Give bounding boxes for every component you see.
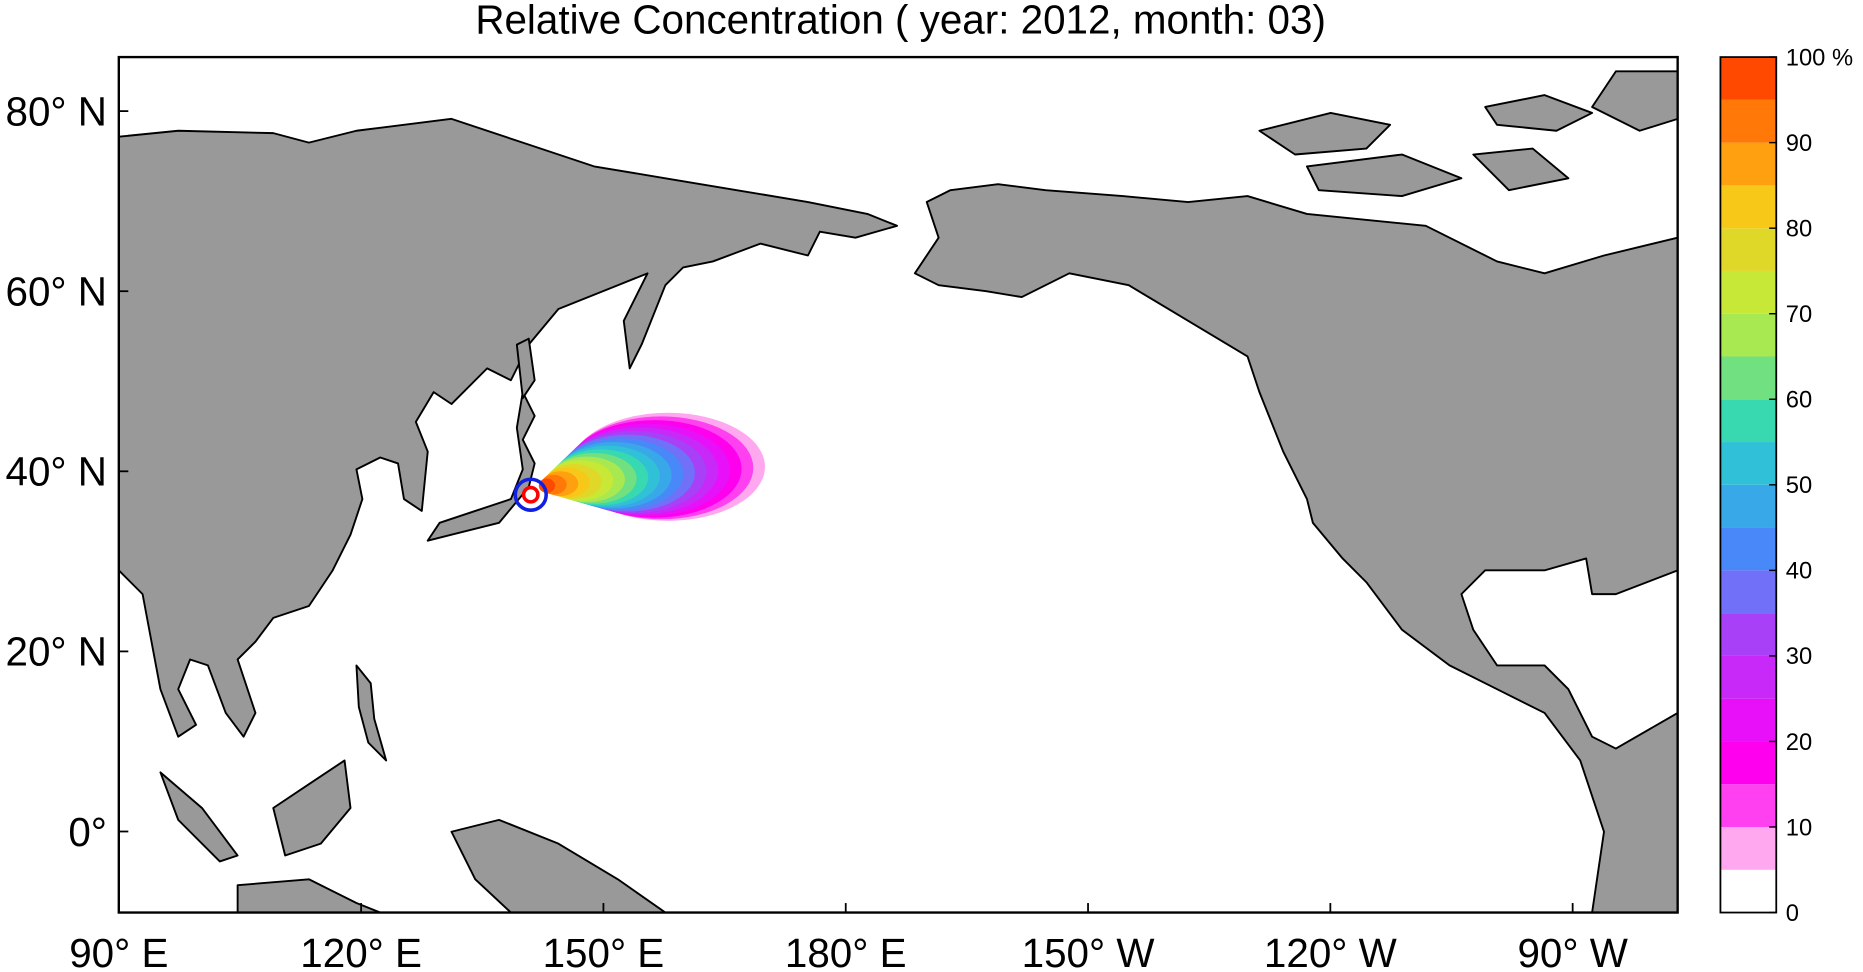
- colorbar-tick-label: 80: [1786, 215, 1812, 242]
- japan: [426, 391, 536, 542]
- x-tick-label: 120° E: [300, 930, 422, 972]
- x-tick-label: 90° E: [69, 930, 168, 972]
- colorbar-band: [1720, 655, 1777, 699]
- colorbar-band: [1720, 99, 1777, 143]
- greenland: [1591, 70, 1678, 132]
- plume-contour: [538, 478, 555, 493]
- colorbar-tick-label: 10: [1786, 814, 1812, 841]
- x-tick-label: 90° W: [1517, 930, 1627, 972]
- colorbar-tick-label: 100 %: [1786, 44, 1853, 71]
- colorbar-band: [1720, 484, 1777, 528]
- sakhalin: [515, 337, 536, 400]
- y-tick-label: 60° N: [5, 268, 106, 314]
- x-tick-label: 150° E: [543, 930, 665, 972]
- colorbar-tick-label: 0: [1786, 900, 1799, 927]
- colorbar-tick-label: 60: [1786, 387, 1812, 414]
- source-outer: [513, 477, 548, 512]
- plume: [538, 412, 765, 521]
- colorbar-band: [1720, 356, 1777, 400]
- colorbar-band: [1720, 270, 1777, 314]
- x-tick-label: 150° W: [1022, 930, 1155, 972]
- colorbar-tick-label: 90: [1786, 130, 1812, 157]
- colorbar-band: [1720, 613, 1777, 656]
- colorbar-tick-label: 70: [1786, 301, 1812, 328]
- colorbar-tick-label: 40: [1786, 558, 1812, 585]
- colorbar-band: [1720, 57, 1777, 100]
- colorbar-band: [1720, 185, 1777, 229]
- y-tick-label: 40° N: [5, 449, 106, 495]
- colorbar-band: [1720, 399, 1777, 443]
- colorbar-band: [1720, 869, 1777, 913]
- colorbar-band: [1720, 698, 1777, 742]
- asia: [118, 117, 898, 738]
- colorbar-band: [1720, 313, 1777, 357]
- colorbar-band: [1720, 826, 1777, 870]
- x-tick-label: 120° W: [1264, 930, 1397, 972]
- chart-title: Relative Concentration ( year: 2012, mon…: [475, 0, 1326, 42]
- north-america: [913, 183, 1678, 913]
- land: [118, 70, 1678, 913]
- colorbar-tick-label: 20: [1786, 729, 1812, 756]
- borneo: [272, 759, 352, 857]
- philippines: [355, 664, 388, 762]
- source-inner: [521, 485, 540, 504]
- colorbar-band: [1720, 570, 1777, 614]
- australia: [236, 878, 382, 913]
- colorbar-band: [1720, 784, 1777, 827]
- map-frame: [117, 55, 1679, 914]
- colorbar-band: [1720, 228, 1777, 271]
- colorbar-band: [1720, 142, 1777, 186]
- sumatra: [159, 771, 239, 863]
- y-tick-label: 20° N: [5, 629, 106, 675]
- y-tick-label: 0°: [68, 809, 107, 855]
- x-tick-label: 180° E: [785, 930, 907, 972]
- new-guinea: [450, 818, 667, 913]
- colorbar-band: [1720, 741, 1777, 785]
- arctic-islands: [1258, 94, 1594, 198]
- colorbar-band: [1720, 442, 1777, 485]
- y-tick-label: 80° N: [5, 88, 106, 134]
- colorbar-band: [1720, 527, 1777, 571]
- colorbar-tick-label: 50: [1786, 472, 1812, 499]
- colorbar-tick-label: 30: [1786, 643, 1812, 670]
